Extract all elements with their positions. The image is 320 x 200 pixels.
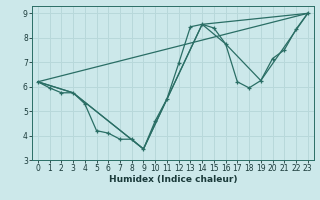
X-axis label: Humidex (Indice chaleur): Humidex (Indice chaleur) — [108, 175, 237, 184]
